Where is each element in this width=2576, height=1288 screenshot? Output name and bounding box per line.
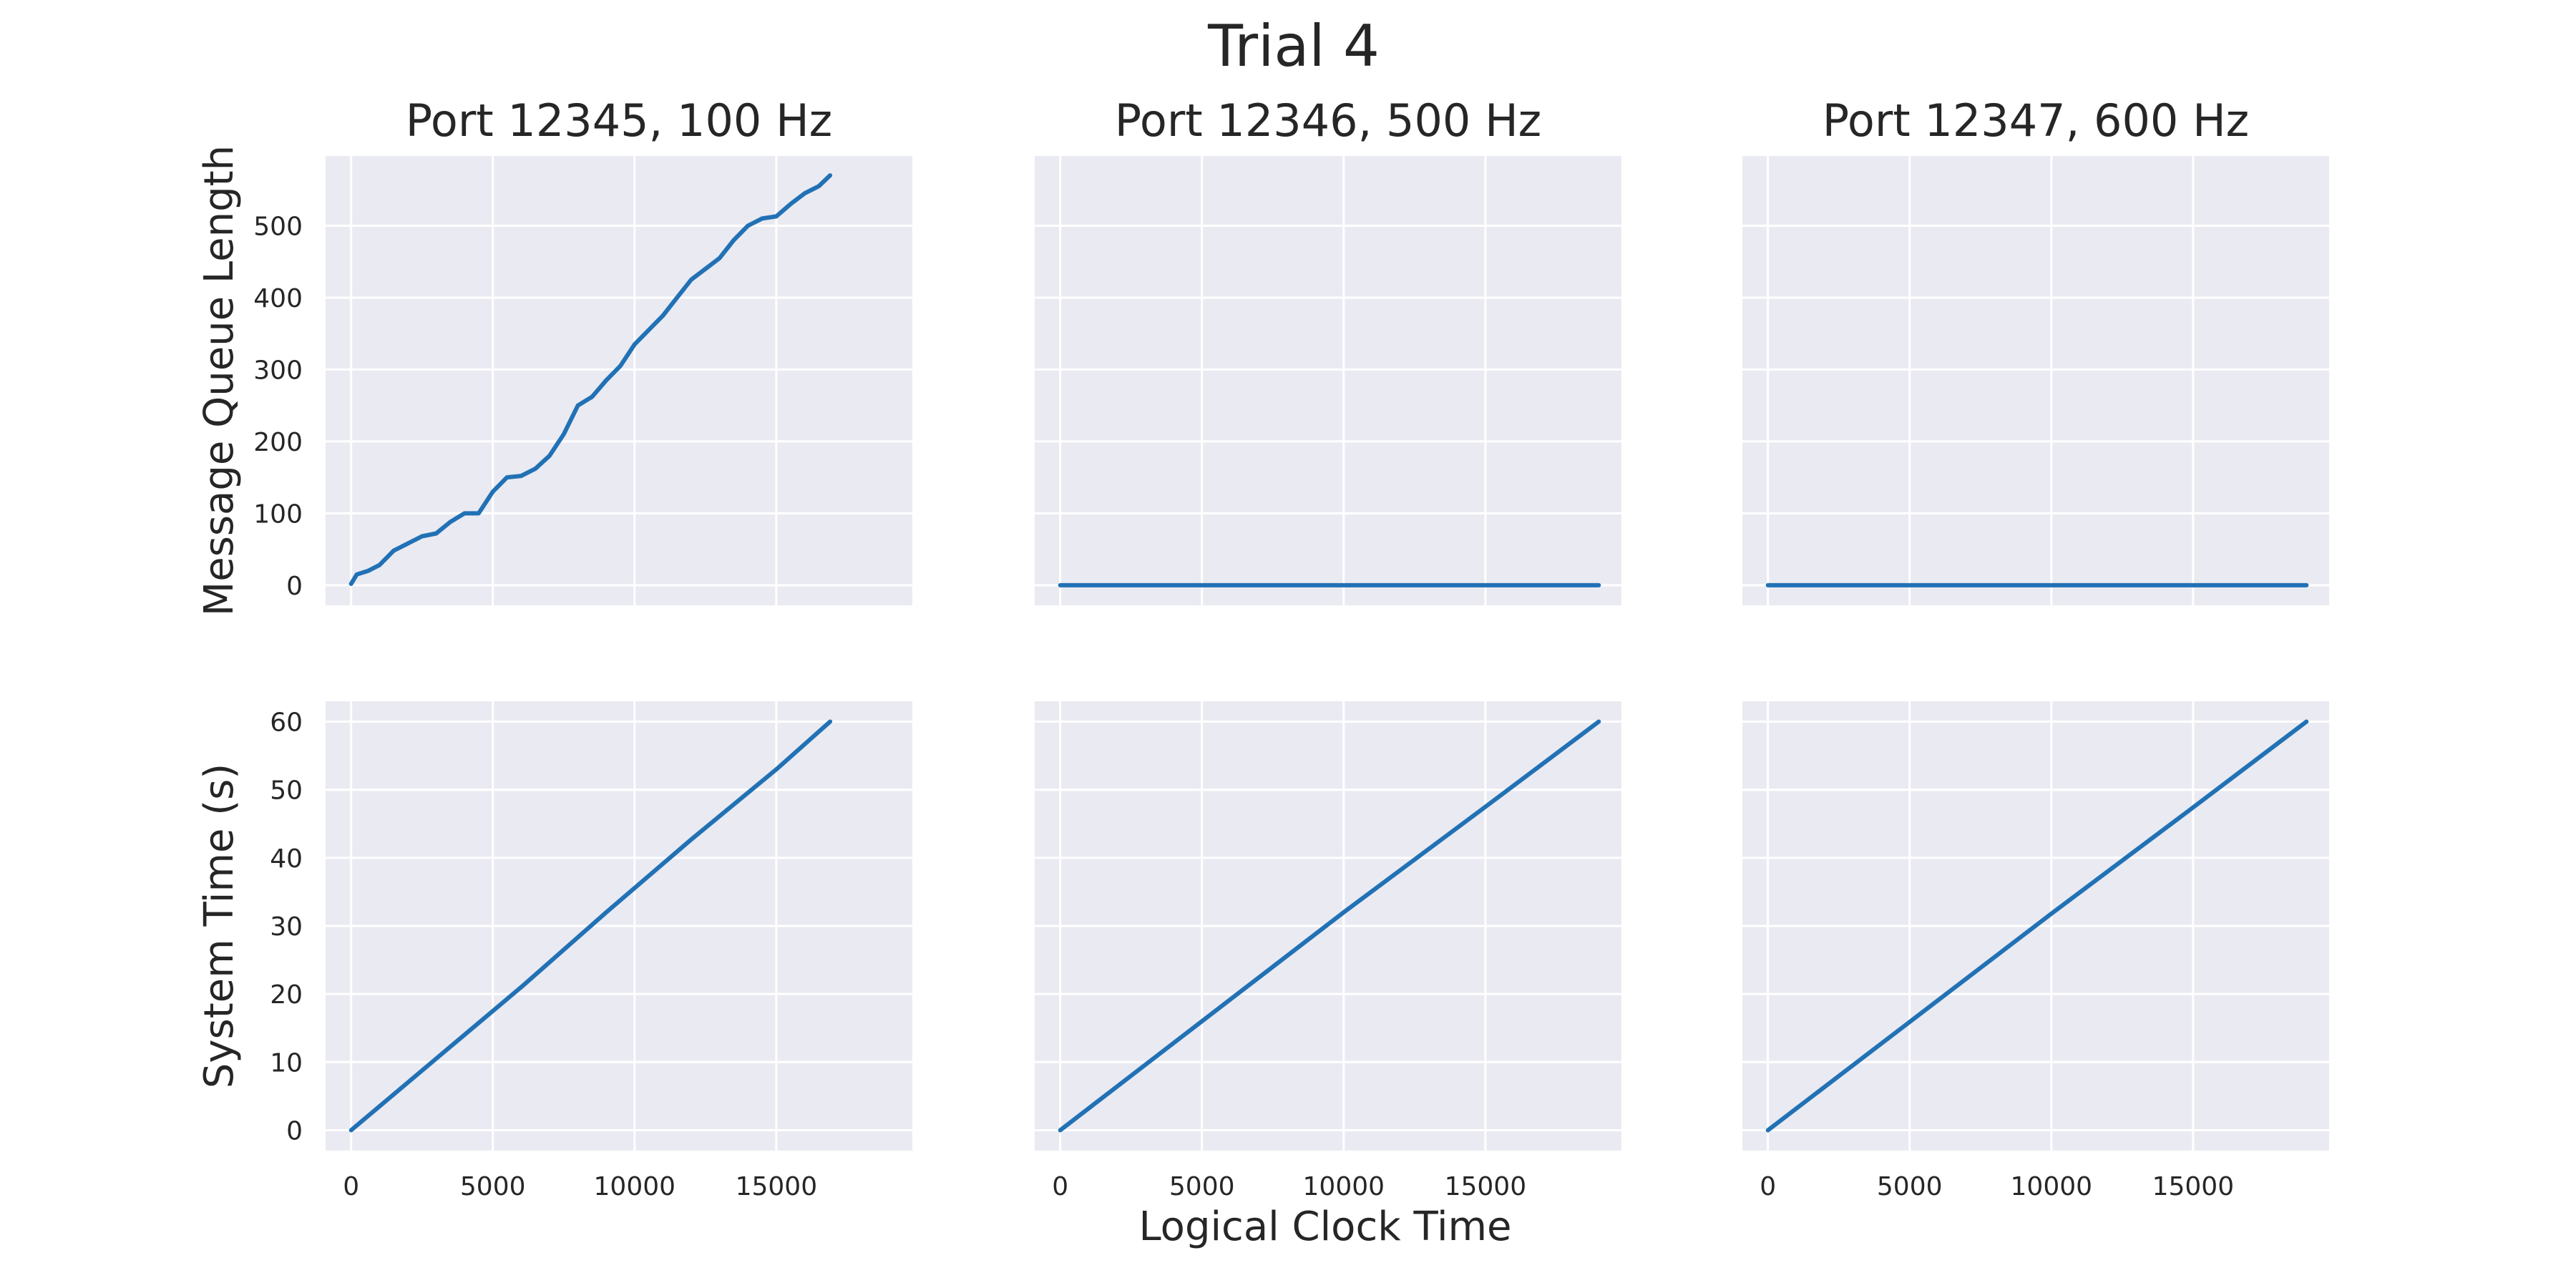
y-tick-label: 30 [270,912,303,942]
y-tick-label: 400 [253,284,303,313]
plot-area [326,156,912,605]
y-tick-label: 60 [270,708,303,738]
y-tick-label: 50 [270,776,303,806]
subplot-1: 0 100 200 300 400 500 Port 12345, 100 Hz Messag… [196,94,912,616]
x-tick-label: 0 [343,1172,359,1201]
series-line [348,719,833,1133]
x-tick-label: 10000 [594,1172,676,1201]
x-tick-label: 15000 [2152,1172,2235,1201]
x-tick-label: 5000 [460,1172,526,1201]
y-tick-label: 200 [253,428,303,457]
x-tick-label: 10000 [1303,1172,1385,1201]
series-line [1058,719,1601,1133]
y-tick-label: 0 [286,1116,303,1146]
y-tick-label: 100 [253,499,303,529]
series-line [348,173,833,586]
subplot-3: Port 12347, 600 Hz [1742,94,2329,605]
x-tick-label: 0 [1760,1172,1776,1201]
subplot-5: 0 5000 10000 15000 [1035,701,1621,1201]
plot-area [1035,156,1621,605]
subplot-2: Port 12346, 500 Hz [1035,94,1621,605]
y-tick-label: 20 [270,980,303,1010]
figure-title: Trial 4 [1207,13,1380,79]
plot-area [1742,156,2329,605]
y-tick-label: 300 [253,356,303,385]
x-tick-label: 15000 [1445,1172,1527,1201]
x-tick-label: 10000 [2011,1172,2093,1201]
y-tick-label: 500 [253,212,303,241]
x-tick-label: 5000 [1169,1172,1235,1201]
panel-title: Port 12346, 500 Hz [1115,94,1541,147]
series-line [1765,719,2309,1133]
y-axis-label: Message Queue Length [196,145,243,616]
y-axis-label: System Time (s) [196,763,243,1088]
x-tick-label: 5000 [1877,1172,1943,1201]
y-tick-label: 0 [286,572,303,601]
x-tick-label: 0 [1052,1172,1068,1201]
y-tick-label: 40 [270,844,303,874]
subplot-6: 0 5000 10000 15000 [1742,701,2329,1201]
x-tick-label: 15000 [736,1172,818,1201]
subplot-4: 0 5000 10000 15000 0 10 20 30 40 50 60 System Time … [196,701,912,1201]
y-tick-label: 10 [270,1048,303,1078]
panel-title: Port 12345, 100 Hz [406,94,832,147]
panel-title: Port 12347, 600 Hz [1823,94,2249,147]
shared-x-axis-label: Logical Clock Time [1138,1204,1511,1250]
